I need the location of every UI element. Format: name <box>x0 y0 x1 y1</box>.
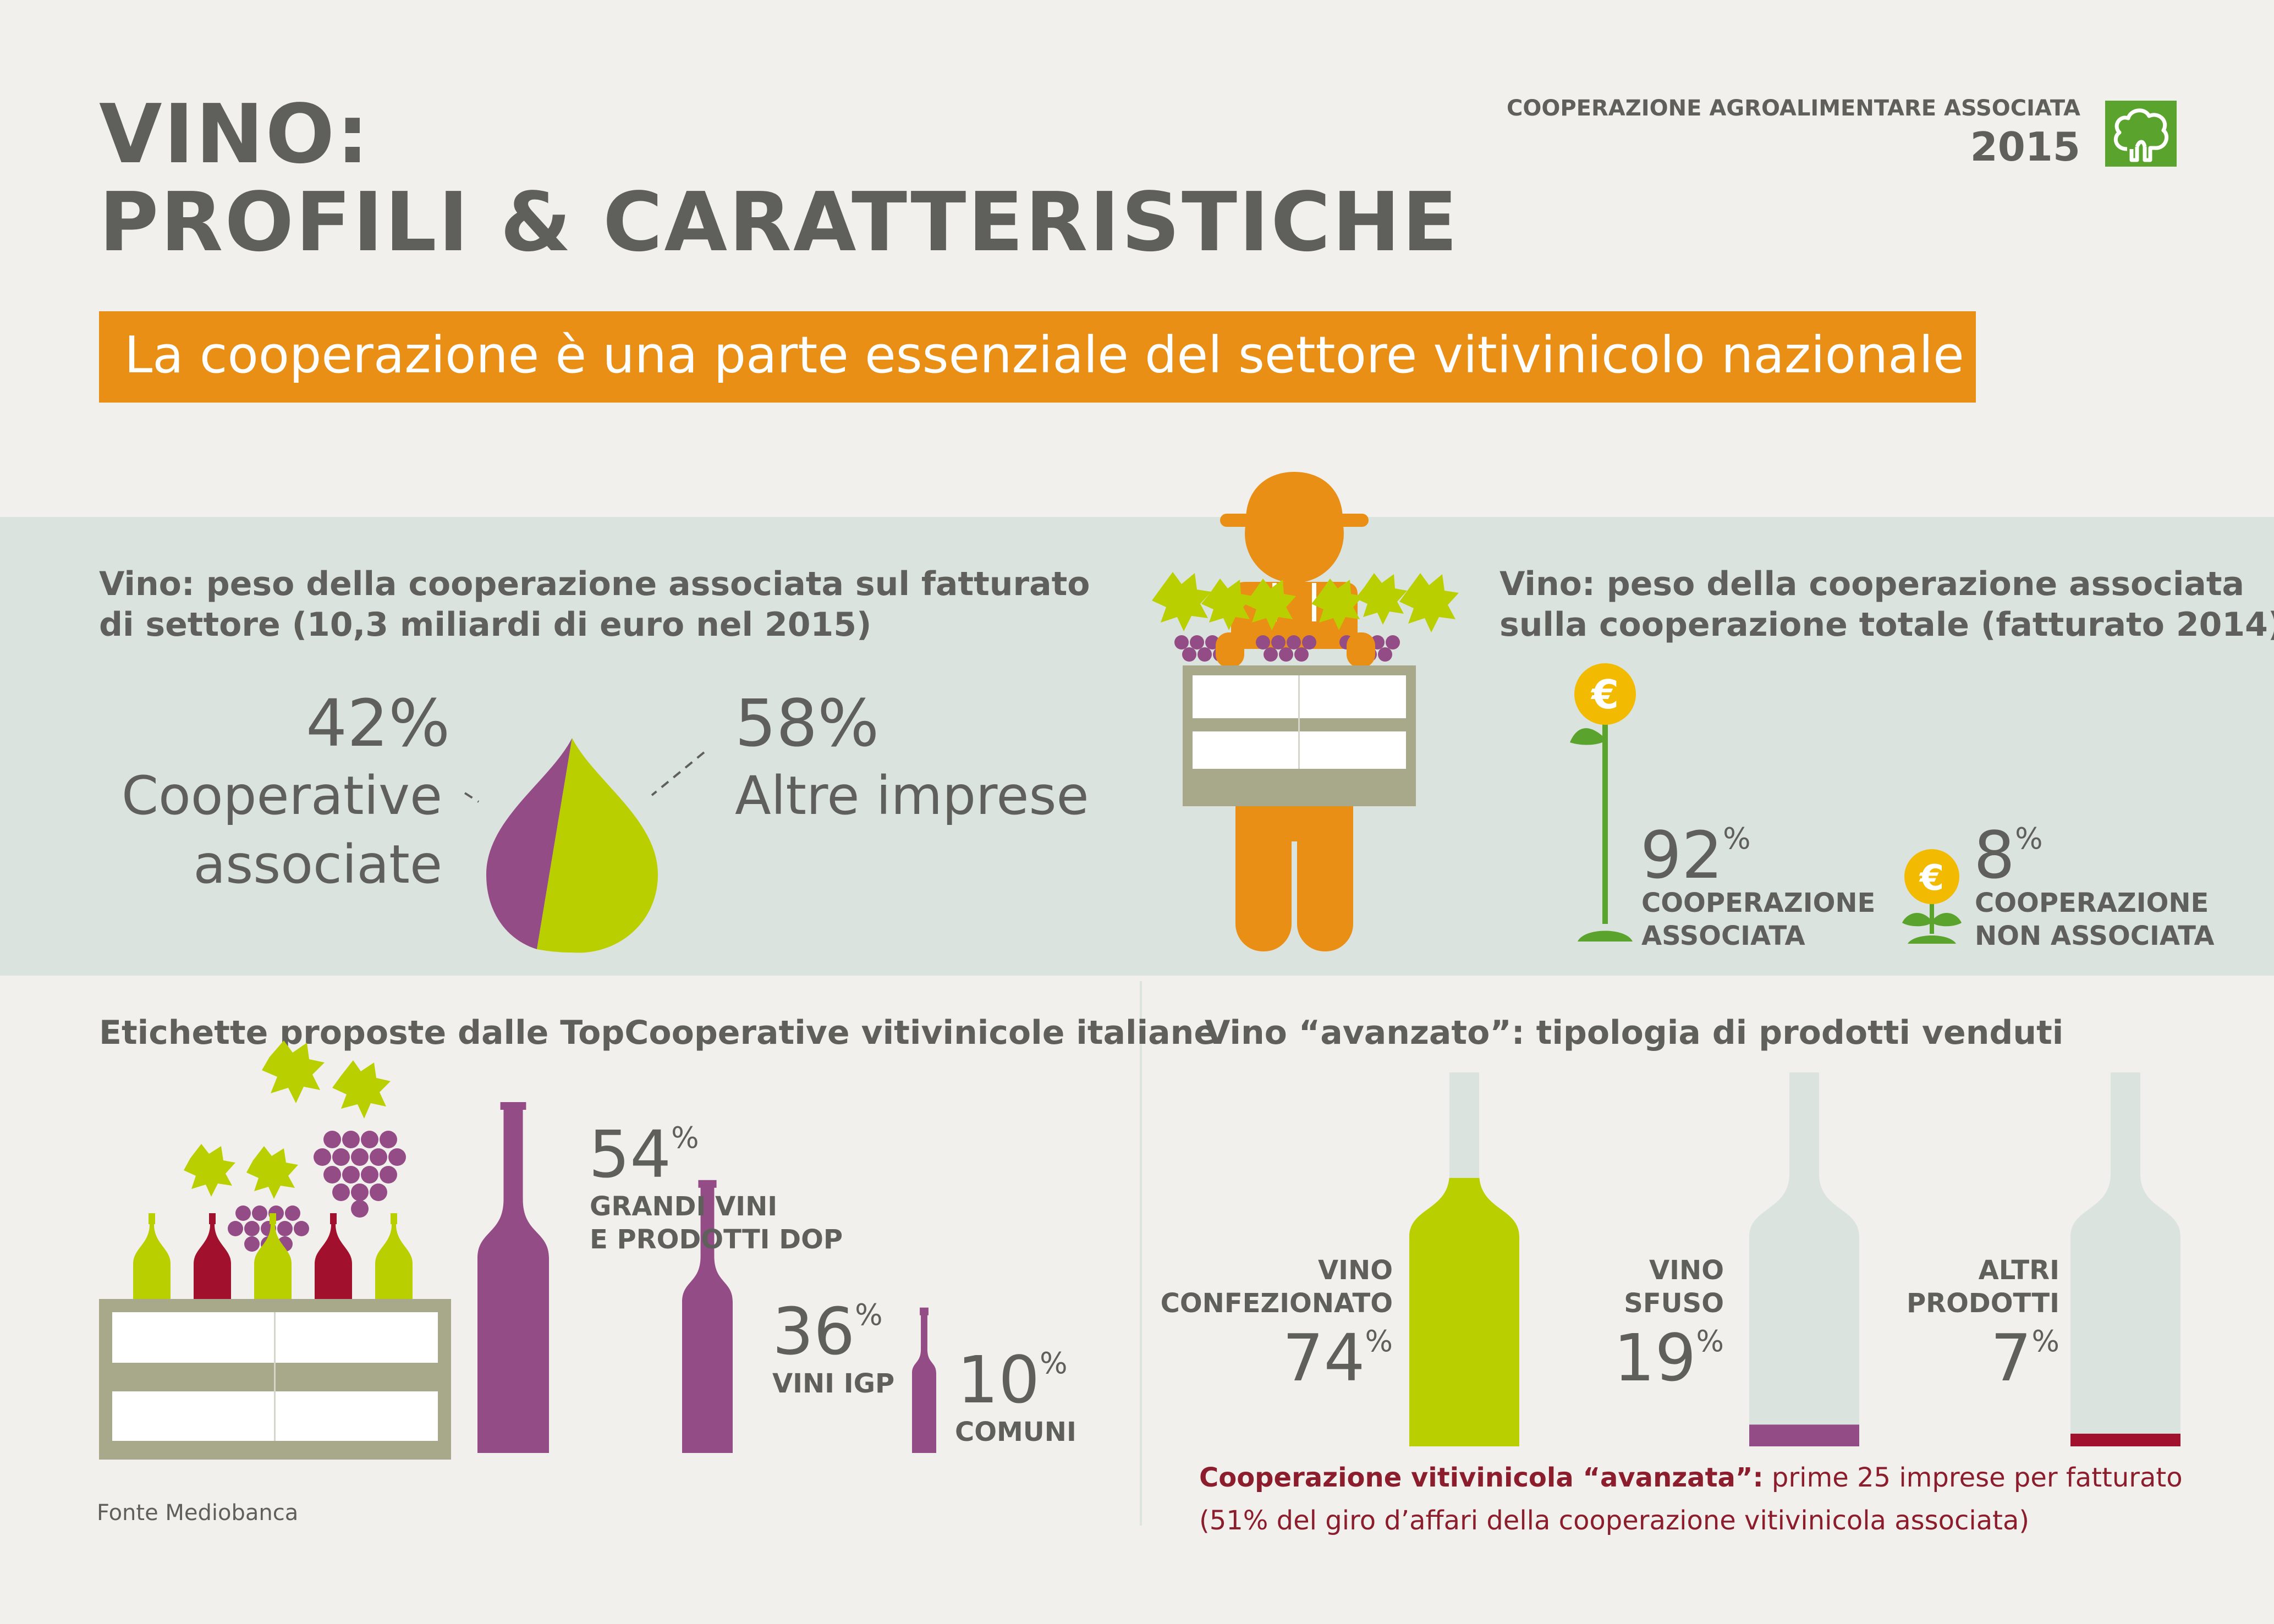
title-line-1: VINO: <box>99 87 371 181</box>
svg-text:€: € <box>1590 671 1619 718</box>
org-name: COOPERAZIONE AGROALIMENTARE ASSOCIATA <box>1506 96 2080 121</box>
label-bottles-chart <box>477 1102 936 1453</box>
euro-coin-small <box>1904 849 1959 904</box>
banner-text: La cooperazione è una parte essenziale d… <box>124 326 1964 384</box>
other-pct: 58% <box>735 685 880 761</box>
drop-slice-other <box>537 738 658 953</box>
label-bottle-cap-10 <box>920 1307 929 1315</box>
turnover-title-line-2: di settore (10,3 miliardi di euro nel 20… <box>99 605 872 644</box>
label-name-54-line-2: E PRODOTTI DOP <box>590 1224 843 1255</box>
farmer-illustration <box>1152 472 1459 951</box>
label-pct-36: 36% <box>772 1293 883 1369</box>
section-divider <box>1140 981 1142 1526</box>
advanced-bottle-2 <box>2070 1072 2180 1446</box>
label-pct-54: 54% <box>589 1116 699 1192</box>
advanced-bottle-fill-0 <box>1409 1177 1519 1446</box>
advanced-bottle-fill-1 <box>1749 1424 1859 1446</box>
label-bottle-10 <box>912 1311 936 1453</box>
adv-label-0-line-2: CONFEZIONATO <box>1160 1288 1393 1319</box>
banner: La cooperazione è una parte essenziale d… <box>99 311 1976 403</box>
adv-pct-0: 74% <box>1282 1320 1393 1396</box>
assoc-label-line-1: COOPERAZIONE <box>1641 888 1876 918</box>
adv-pct-1: 19% <box>1613 1320 1724 1396</box>
advanced-title: Vino “avanzato”: tipologia di prodotti v… <box>1205 1014 2064 1052</box>
drop-slice-coop <box>486 738 572 949</box>
source-note: Fonte Mediobanca <box>97 1500 299 1526</box>
adv-label-1-line-1: VINO <box>1649 1255 1724 1286</box>
label-bottle-54 <box>477 1105 549 1453</box>
summary-band <box>0 517 2274 976</box>
label-bottle-36 <box>682 1183 733 1453</box>
advanced-bottle-1 <box>1749 1072 1859 1446</box>
coop-label-line-1: Cooperative <box>122 765 442 827</box>
coop-pct: 42% <box>306 685 451 761</box>
adv-pct-2: 7% <box>1990 1320 2059 1396</box>
advanced-bottles-chart <box>1409 1072 2180 1446</box>
tall-euro-plant-icon: € <box>1570 663 1636 942</box>
label-pct-10: 10% <box>957 1342 1068 1418</box>
tree-logo-icon <box>2105 101 2177 167</box>
year-label: 2015 <box>1970 124 2080 170</box>
wine-crate-illustration <box>99 1041 451 1460</box>
non-assoc-pct: 8% <box>1974 817 2043 893</box>
label-name-10: COMUNI <box>955 1417 1076 1447</box>
adv-label-2-line-2: PRODOTTI <box>1906 1288 2059 1319</box>
advanced-bottle-fill-2 <box>2070 1433 2180 1446</box>
adv-label-1-line-2: SFUSO <box>1624 1288 1724 1319</box>
non-assoc-label-line-1: COOPERAZIONE <box>1975 888 2209 918</box>
adv-label-0-line-1: VINO <box>1318 1255 1393 1286</box>
label-name-36: VINI IGP <box>772 1368 895 1399</box>
small-euro-plant-icon: € <box>1902 849 1962 944</box>
coop-label-line-2: associate <box>193 834 442 895</box>
adv-label-2-line-1: ALTRI <box>1978 1255 2059 1286</box>
euro-coin-large <box>1574 663 1636 725</box>
non-assoc-label-line-2: NON ASSOCIATA <box>1975 921 2215 951</box>
svg-text:€: € <box>1919 858 1945 899</box>
label-bottle-cap-54 <box>500 1102 526 1110</box>
advanced-note-line-1: Cooperazione vitivinicola “avanzata”: pr… <box>1199 1462 2183 1493</box>
turnover-title-line-1: Vino: peso della cooperazione associata … <box>99 565 1090 603</box>
assoc-pct: 92% <box>1640 817 1751 893</box>
label-bottle-cap-36 <box>698 1180 717 1188</box>
advanced-note-line-2: (51% del giro d’affari della cooperazion… <box>1199 1505 2030 1536</box>
label-name-54-line-1: GRANDI VINI <box>590 1191 778 1222</box>
coop-share-title-line-2: sulla cooperazione totale (fatturato 201… <box>1499 605 2274 644</box>
coop-share-title-line-1: Vino: peso della cooperazione associata <box>1499 565 2245 603</box>
other-label: Altre imprese <box>735 765 1089 827</box>
drop-share-chart <box>464 738 705 953</box>
title-line-2: PROFILI & CARATTERISTICHE <box>99 175 1459 269</box>
assoc-label-line-2: ASSOCIATA <box>1641 921 1805 951</box>
